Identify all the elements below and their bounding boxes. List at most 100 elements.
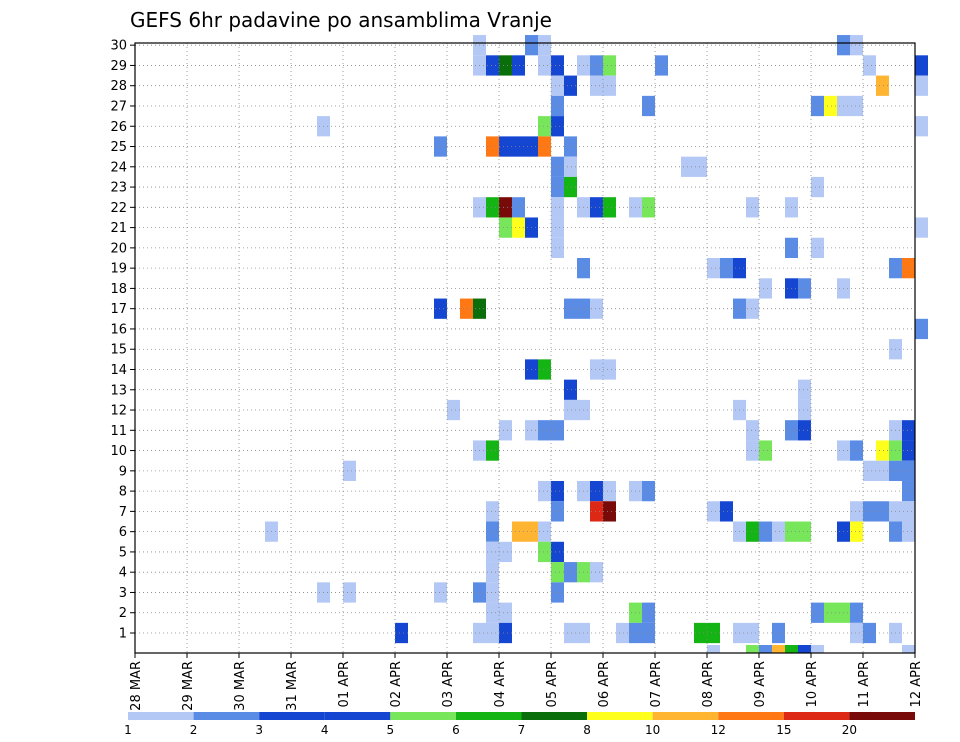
- y-tick-label: 16: [110, 322, 127, 337]
- heatmap-cell: [434, 136, 447, 157]
- heatmap-cell: [785, 645, 798, 653]
- y-tick-label: 3: [119, 586, 127, 601]
- heatmap-cell: [902, 521, 915, 542]
- heatmap-cell: [486, 136, 499, 157]
- heatmap-cell: [876, 440, 889, 461]
- y-tick-label: 21: [110, 221, 127, 236]
- heatmap-cell: [746, 645, 759, 653]
- heatmap-cell: [486, 582, 499, 603]
- heatmap-cell: [759, 521, 772, 542]
- y-tick-label: 17: [110, 302, 127, 317]
- heatmap-cell: [772, 521, 785, 542]
- heatmap-cell: [915, 318, 928, 340]
- heatmap-cell: [551, 562, 564, 583]
- heatmap-cell: [863, 501, 876, 522]
- x-tick-label: 07 APR: [649, 661, 664, 707]
- heatmap-cell: [499, 622, 512, 644]
- colorbar-segment: [455, 712, 522, 720]
- heatmap-cell: [746, 521, 759, 542]
- heatmap-cell: [811, 176, 824, 198]
- heatmap-cell: [616, 622, 629, 644]
- heatmap-cell: [798, 399, 811, 421]
- heatmap-cell: [564, 75, 577, 96]
- x-tick-label: 31 MAR: [285, 661, 300, 711]
- heatmap-cell: [850, 501, 863, 522]
- heatmap-cell: [798, 278, 811, 299]
- heatmap-cell: [551, 75, 564, 96]
- heatmap-cell: [603, 197, 616, 218]
- heatmap-cell: [590, 75, 603, 96]
- x-tick-label: 10 APR: [805, 661, 820, 707]
- heatmap-cell: [707, 501, 720, 522]
- heatmap-cell: [850, 440, 863, 461]
- y-tick-label: 29: [110, 59, 127, 74]
- x-tick-label: 06 APR: [597, 661, 612, 707]
- y-tick-label: 22: [110, 201, 127, 216]
- heatmap-cell: [564, 399, 577, 421]
- heatmap-cell: [915, 55, 928, 76]
- heatmap-cell: [538, 521, 551, 542]
- y-tick-label: 24: [110, 160, 127, 175]
- heatmap-cell: [564, 562, 577, 583]
- heatmap-cell: [746, 420, 759, 441]
- colorbar-label: 7: [518, 723, 526, 737]
- y-tick-label: 26: [110, 120, 127, 135]
- heatmap-cell: [499, 55, 512, 76]
- heatmap-cell: [486, 622, 499, 644]
- y-tick-label: 12: [110, 404, 127, 419]
- colorbar-segment: [783, 712, 850, 720]
- heatmap-cell: [512, 521, 525, 542]
- heatmap-cell: [707, 258, 720, 279]
- heatmap-cell: [902, 460, 915, 481]
- heatmap-cell: [720, 501, 733, 522]
- heatmap-cell: [798, 420, 811, 441]
- heatmap-cell: [434, 298, 447, 319]
- heatmap-cell: [564, 156, 577, 177]
- x-tick-label: 03 APR: [441, 661, 456, 707]
- heatmap-cell: [538, 55, 551, 76]
- heatmap-cell: [499, 217, 512, 238]
- heatmap-cell: [486, 541, 499, 563]
- heatmap-cell: [915, 116, 928, 137]
- colorbar-label: 6: [452, 723, 460, 737]
- x-tick-label: 28 MAR: [129, 661, 144, 711]
- heatmap-cell: [876, 460, 889, 481]
- x-tick-label: 29 MAR: [181, 661, 196, 711]
- heatmap-cell: [720, 258, 733, 279]
- heatmap-cell: [590, 359, 603, 380]
- heatmap-cell: [486, 501, 499, 522]
- colorbar-segment: [128, 712, 194, 720]
- heatmap-cell: [395, 622, 408, 644]
- heatmap-cell: [538, 420, 551, 441]
- heatmap-cell: [759, 440, 772, 461]
- y-tick-label: 20: [110, 241, 127, 256]
- heatmap-cell: [863, 622, 876, 644]
- heatmap-cell: [902, 480, 915, 502]
- heatmap-cell: [499, 136, 512, 157]
- colorbar-segment: [849, 712, 915, 720]
- heatmap-cell: [551, 420, 564, 441]
- heatmap-cell: [538, 116, 551, 137]
- heatmap-cell: [343, 582, 356, 603]
- colorbar-segment: [587, 712, 653, 720]
- heatmap-cell: [590, 480, 603, 502]
- colorbar-label: 4: [321, 723, 329, 737]
- heatmap-cell: [499, 420, 512, 441]
- heatmap-cell: [811, 95, 824, 117]
- heatmap-cell: [551, 541, 564, 563]
- heatmap-cell: [499, 541, 512, 563]
- heatmap-cell: [564, 298, 577, 319]
- heatmap-cell: [538, 136, 551, 157]
- heatmap-cell: [512, 55, 525, 76]
- heatmap-cell: [460, 298, 473, 319]
- heatmap-cell: [499, 602, 512, 623]
- y-tick-label: 8: [119, 485, 127, 500]
- heatmap-cell: [824, 602, 837, 623]
- heatmap-cell: [551, 582, 564, 603]
- x-tick-label: 12 APR: [909, 661, 924, 707]
- heatmap-cell: [590, 562, 603, 583]
- heatmap-cell: [551, 95, 564, 117]
- colorbar-segment: [324, 712, 391, 720]
- colorbar-label: 1: [124, 723, 132, 737]
- y-tick-label: 13: [110, 383, 127, 398]
